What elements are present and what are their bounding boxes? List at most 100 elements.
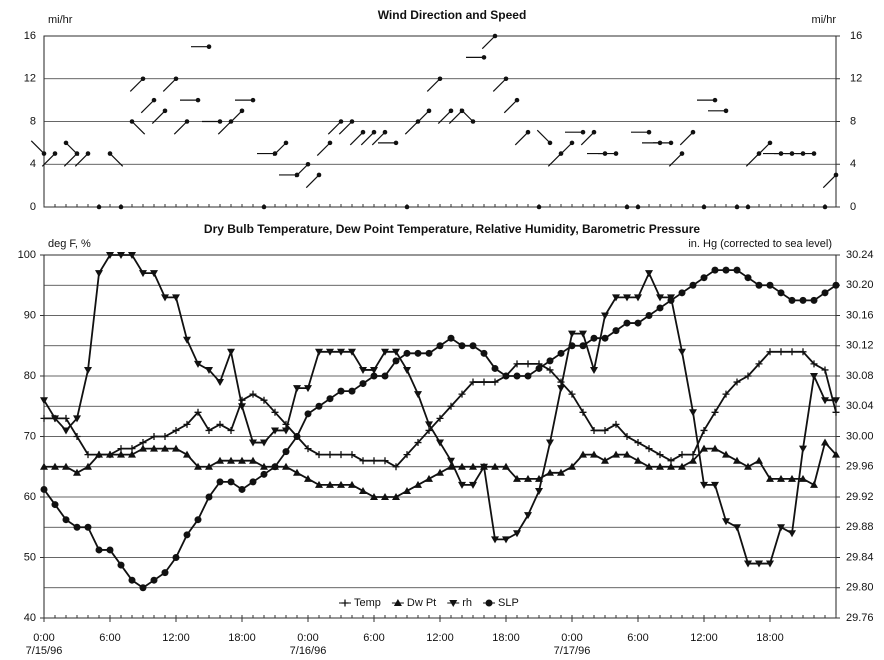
wind-direction bbox=[756, 142, 771, 157]
marker bbox=[821, 289, 829, 297]
marker bbox=[821, 438, 829, 446]
marker bbox=[161, 294, 169, 302]
marker bbox=[84, 523, 92, 531]
marker bbox=[590, 450, 598, 458]
wind-direction bbox=[63, 153, 78, 167]
marker bbox=[238, 456, 246, 464]
marker bbox=[392, 348, 400, 356]
marker bbox=[480, 463, 488, 471]
marker bbox=[205, 462, 213, 470]
marker bbox=[106, 546, 114, 554]
y2-tick-label: 30.24 bbox=[846, 249, 874, 261]
marker bbox=[722, 266, 730, 274]
marker bbox=[788, 348, 796, 356]
marker bbox=[84, 451, 92, 459]
marker bbox=[205, 493, 213, 501]
marker bbox=[183, 420, 191, 428]
marker bbox=[832, 450, 840, 458]
wind-direction bbox=[547, 153, 562, 167]
marker bbox=[172, 444, 180, 452]
marker bbox=[601, 312, 609, 320]
marker bbox=[634, 294, 642, 302]
y2-tick-label: 30.08 bbox=[846, 370, 874, 382]
wind-speed bbox=[822, 204, 828, 210]
y-tick-label: 60 bbox=[24, 491, 36, 503]
marker bbox=[568, 342, 576, 350]
marker bbox=[381, 372, 389, 380]
wind-direction bbox=[404, 121, 419, 135]
marker bbox=[832, 397, 840, 405]
marker bbox=[62, 516, 70, 524]
marker bbox=[579, 330, 587, 338]
marker bbox=[656, 451, 664, 459]
x-tick-label: 18:00 bbox=[492, 632, 520, 644]
marker bbox=[425, 349, 433, 357]
marker bbox=[172, 554, 180, 561]
marker bbox=[788, 530, 796, 538]
marker bbox=[799, 296, 807, 304]
wind-speed bbox=[624, 204, 630, 210]
marker bbox=[623, 294, 631, 302]
marker bbox=[590, 426, 598, 434]
marker bbox=[84, 462, 92, 470]
marker bbox=[282, 462, 290, 470]
marker bbox=[249, 456, 257, 464]
marker bbox=[502, 372, 510, 380]
marker bbox=[469, 462, 477, 470]
marker bbox=[447, 457, 455, 465]
marker bbox=[535, 487, 543, 495]
marker bbox=[73, 523, 81, 531]
wind-direction bbox=[131, 121, 146, 135]
marker bbox=[656, 294, 664, 302]
marker bbox=[788, 296, 796, 304]
marker bbox=[337, 348, 345, 356]
marker bbox=[403, 366, 411, 374]
marker bbox=[40, 485, 48, 493]
wind-direction bbox=[536, 129, 551, 144]
marker bbox=[139, 584, 147, 592]
marker bbox=[788, 474, 796, 482]
marker bbox=[700, 274, 708, 282]
marker bbox=[205, 366, 213, 374]
legend-label: Dw Pt bbox=[407, 597, 436, 609]
marker bbox=[491, 462, 499, 470]
x-tick-label: 6:00 bbox=[627, 632, 648, 644]
y-tick-label: 100 bbox=[18, 249, 36, 261]
marker bbox=[117, 252, 125, 259]
marker bbox=[766, 281, 774, 289]
marker bbox=[260, 439, 268, 447]
wind-direction bbox=[371, 131, 386, 146]
wind-direction bbox=[426, 78, 441, 92]
marker bbox=[722, 450, 730, 458]
marker bbox=[678, 462, 686, 470]
x-tick-label: 12:00 bbox=[162, 632, 190, 644]
marker bbox=[491, 364, 499, 372]
marker bbox=[381, 457, 389, 465]
marker bbox=[106, 252, 114, 259]
marker bbox=[733, 456, 741, 464]
marker bbox=[546, 439, 554, 447]
y2-tick-label: 30.12 bbox=[846, 340, 874, 352]
marker bbox=[810, 373, 818, 380]
marker bbox=[634, 319, 642, 327]
marker bbox=[260, 462, 268, 470]
marker bbox=[821, 366, 829, 374]
marker bbox=[755, 281, 763, 289]
wind-speed bbox=[635, 204, 641, 210]
marker bbox=[227, 456, 235, 464]
marker bbox=[590, 334, 598, 342]
marker bbox=[150, 270, 158, 278]
marker bbox=[700, 444, 708, 452]
marker bbox=[469, 378, 477, 386]
marker bbox=[117, 450, 125, 458]
marker bbox=[722, 390, 730, 398]
marker bbox=[62, 462, 70, 470]
marker bbox=[557, 468, 565, 476]
y2-tick-label: 4 bbox=[850, 158, 856, 170]
marker bbox=[271, 463, 279, 471]
y-tick-label: 90 bbox=[24, 309, 36, 321]
marker bbox=[755, 360, 763, 368]
legend-label: rh bbox=[462, 597, 472, 609]
marker bbox=[524, 360, 532, 368]
marker bbox=[645, 462, 653, 470]
